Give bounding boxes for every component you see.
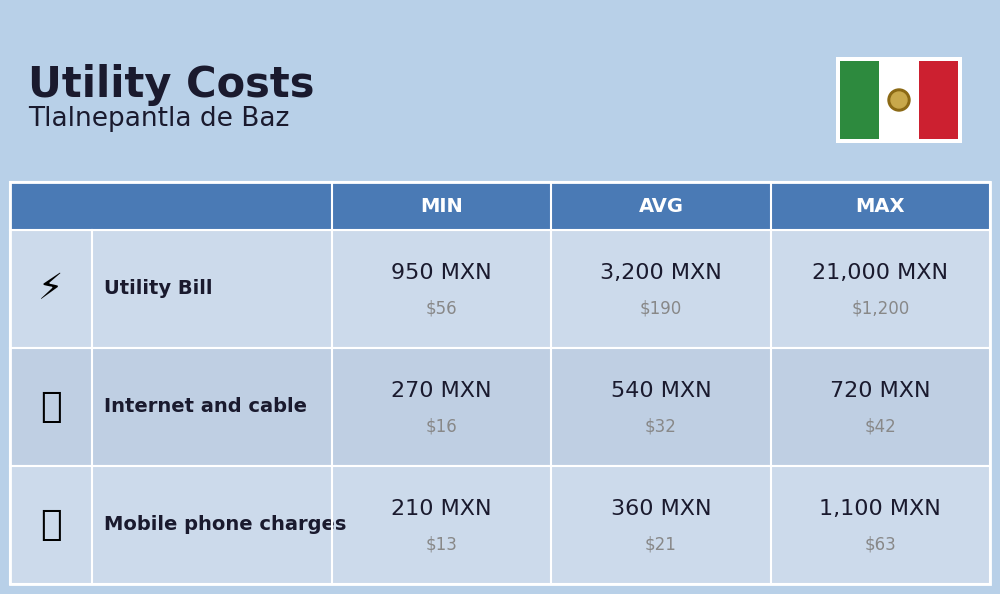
Text: $190: $190: [640, 300, 682, 318]
Text: $1,200: $1,200: [851, 300, 909, 318]
Text: 270 MXN: 270 MXN: [391, 381, 492, 401]
Text: $56: $56: [426, 300, 457, 318]
Bar: [10, 182, 990, 584]
Bar: [840, 61, 879, 139]
Text: ⚡: ⚡: [38, 272, 64, 306]
Text: MIN: MIN: [420, 197, 463, 216]
Text: $63: $63: [864, 536, 896, 554]
Text: $42: $42: [864, 418, 896, 436]
Text: Utility Costs: Utility Costs: [28, 64, 314, 106]
Text: Tlalnepantla de Baz: Tlalnepantla de Baz: [28, 106, 289, 132]
Text: 210 MXN: 210 MXN: [391, 499, 492, 519]
Bar: [10, 466, 990, 584]
Bar: [10, 230, 990, 348]
Text: 📡: 📡: [40, 390, 62, 424]
Bar: [10, 182, 990, 230]
Text: 720 MXN: 720 MXN: [830, 381, 931, 401]
Text: 360 MXN: 360 MXN: [611, 499, 711, 519]
Text: MAX: MAX: [856, 197, 905, 216]
Text: $32: $32: [645, 418, 677, 436]
Text: Utility Bill: Utility Bill: [104, 280, 212, 299]
Text: $16: $16: [426, 418, 458, 436]
Text: $21: $21: [645, 536, 677, 554]
Bar: [836, 57, 962, 143]
Text: Mobile phone charges: Mobile phone charges: [104, 516, 346, 535]
Text: Internet and cable: Internet and cable: [104, 397, 307, 416]
Text: AVG: AVG: [639, 197, 684, 216]
Text: 1,100 MXN: 1,100 MXN: [819, 499, 941, 519]
Circle shape: [891, 92, 907, 108]
Bar: [879, 61, 919, 139]
Bar: [919, 61, 958, 139]
Text: 📱: 📱: [40, 508, 62, 542]
Text: 950 MXN: 950 MXN: [391, 263, 492, 283]
Bar: [10, 348, 990, 466]
Circle shape: [888, 89, 910, 111]
Text: 21,000 MXN: 21,000 MXN: [812, 263, 948, 283]
Text: 3,200 MXN: 3,200 MXN: [600, 263, 722, 283]
Text: $13: $13: [426, 536, 458, 554]
Text: 540 MXN: 540 MXN: [611, 381, 711, 401]
